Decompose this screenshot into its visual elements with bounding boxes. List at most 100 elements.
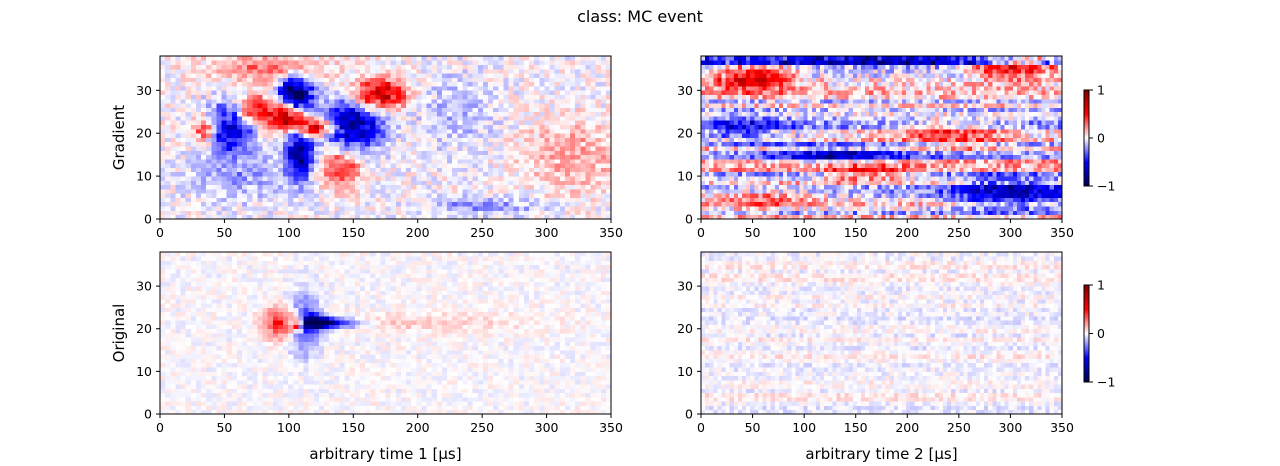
heatmap-cell	[447, 77, 453, 83]
heatmap-cell	[877, 214, 882, 220]
heatmap-cell	[1057, 167, 1063, 173]
heatmap-cell	[713, 163, 718, 168]
heatmap-cell	[329, 90, 335, 96]
heatmap-cell	[236, 60, 243, 65]
heatmap-cell	[160, 98, 166, 104]
heatmap-cell	[175, 158, 181, 164]
heatmap-cell	[185, 176, 192, 181]
heatmap-cell	[852, 154, 858, 160]
heatmap-cell	[395, 60, 402, 65]
heatmap-cell	[906, 141, 911, 147]
heatmap-cell	[359, 146, 366, 151]
heatmap-cell	[498, 98, 504, 104]
heatmap-cell	[344, 206, 351, 211]
heatmap-cell	[1000, 206, 1005, 211]
heatmap-cell	[570, 201, 576, 207]
heatmap-cell	[508, 77, 515, 83]
heatmap-cell	[359, 210, 366, 216]
heatmap-cell	[523, 128, 530, 134]
heatmap-cell	[242, 64, 248, 70]
heatmap-cell	[877, 184, 882, 190]
heatmap-cell	[897, 197, 903, 203]
heatmap-cell	[975, 214, 981, 220]
heatmap-cell	[313, 81, 320, 87]
heatmap-cell	[836, 197, 841, 203]
heatmap-cell	[1041, 171, 1046, 177]
heatmap-cell	[893, 210, 899, 216]
heatmap-cell	[267, 167, 274, 173]
heatmap-cell	[395, 124, 402, 130]
heatmap-cell	[580, 171, 586, 177]
heatmap-cell	[996, 180, 1001, 186]
heatmap-cell	[298, 111, 304, 117]
heatmap-cell	[926, 193, 932, 198]
heatmap-cell	[431, 120, 438, 126]
heatmap-cell	[791, 176, 796, 181]
heatmap-cell	[283, 133, 289, 138]
heatmap-cell	[926, 184, 932, 190]
heatmap-cell	[570, 81, 576, 87]
heatmap-cell	[1053, 150, 1059, 156]
heatmap-cell	[1029, 154, 1034, 160]
heatmap-cell	[303, 141, 310, 147]
heatmap-cell	[1008, 176, 1014, 181]
heatmap-cell	[226, 150, 233, 156]
heatmap-cell	[477, 107, 484, 113]
heatmap-cell	[534, 64, 540, 70]
heatmap-cell	[996, 184, 1001, 190]
heatmap-cell	[272, 184, 279, 190]
heatmap-cell	[375, 64, 381, 70]
heatmap-cell	[411, 94, 417, 100]
heatmap-cell	[488, 81, 494, 87]
heatmap-cell	[262, 120, 269, 126]
heatmap-cell	[236, 116, 243, 121]
heatmap-cell	[334, 90, 340, 96]
heatmap-cell	[349, 128, 356, 134]
heatmap-cell	[380, 128, 386, 134]
heatmap-cell	[334, 124, 340, 130]
heatmap-cell	[1004, 188, 1010, 194]
heatmap-cell	[298, 68, 304, 74]
heatmap-cell	[947, 146, 952, 151]
heatmap-cell	[513, 94, 520, 100]
heatmap-cell	[277, 111, 284, 117]
heatmap-cell	[549, 124, 556, 130]
heatmap-cell	[467, 137, 474, 143]
heatmap-cell	[457, 116, 463, 121]
heatmap-cell	[236, 197, 243, 203]
heatmap-cell	[1000, 214, 1005, 220]
heatmap-cell	[503, 56, 509, 61]
heatmap-cell	[852, 146, 858, 151]
heatmap-cell	[488, 90, 494, 96]
heatmap-cell	[959, 158, 964, 164]
heatmap-cell	[185, 77, 192, 83]
heatmap-cell	[416, 124, 422, 130]
heatmap-cell	[554, 197, 561, 203]
heatmap-cell	[344, 81, 351, 87]
heatmap-cell	[554, 94, 561, 100]
heatmap-cell	[313, 188, 320, 194]
heatmap-cell	[406, 137, 412, 143]
heatmap-cell	[252, 171, 258, 177]
heatmap-cell	[1057, 163, 1063, 168]
heatmap-cell	[488, 146, 494, 151]
heatmap-cell	[175, 154, 181, 160]
heatmap-cell	[844, 171, 850, 177]
heatmap-cell	[206, 128, 212, 134]
heatmap-cell	[984, 180, 989, 186]
heatmap-cell	[236, 94, 243, 100]
heatmap-cell	[329, 64, 335, 70]
heatmap-cell	[400, 98, 407, 104]
heatmap-cell	[951, 141, 956, 147]
heatmap-cell	[390, 193, 397, 198]
heatmap-cell	[467, 188, 474, 194]
heatmap-cell	[503, 180, 509, 186]
heatmap-cell	[226, 98, 233, 104]
heatmap-cell	[539, 56, 545, 61]
heatmap-cell	[406, 201, 412, 207]
heatmap-cell	[992, 141, 997, 147]
heatmap-cell	[508, 124, 515, 130]
heatmap-cell	[221, 73, 228, 78]
heatmap-cell	[963, 210, 969, 216]
heatmap-cell	[881, 188, 886, 194]
